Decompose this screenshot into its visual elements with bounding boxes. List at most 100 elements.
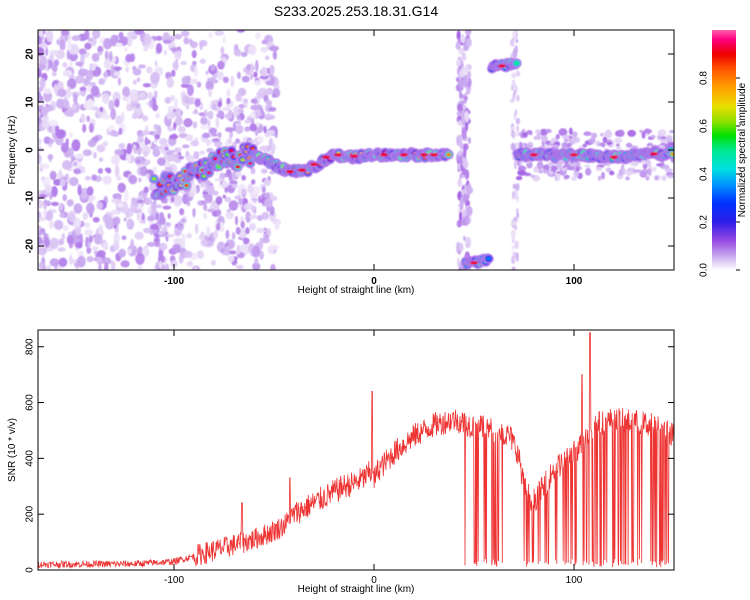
heatmap-blob bbox=[518, 141, 523, 149]
heatmap-blob bbox=[174, 33, 182, 40]
heatmap-blob bbox=[647, 168, 652, 176]
heatmap-blob bbox=[666, 174, 674, 179]
heatmap-blob bbox=[192, 60, 197, 66]
heatmap-blob bbox=[98, 262, 102, 270]
heatmap-blob bbox=[255, 104, 263, 110]
heatmap-blob bbox=[146, 172, 150, 180]
x-tick-label: 0 bbox=[371, 276, 377, 287]
heatmap-blob bbox=[113, 71, 121, 77]
heatmap-blob bbox=[530, 174, 536, 179]
heatmap-blob bbox=[568, 127, 573, 135]
heatmap-blob bbox=[558, 128, 568, 136]
heatmap-blob bbox=[84, 42, 92, 50]
ridge-core bbox=[151, 177, 157, 181]
heatmap-blob bbox=[42, 115, 50, 122]
heatmap-blob bbox=[200, 231, 205, 241]
heatmap-blob bbox=[206, 208, 215, 213]
heatmap-blob bbox=[46, 30, 54, 43]
heatmap-blob bbox=[68, 210, 76, 223]
heatmap-blob bbox=[164, 166, 174, 172]
snr-xlabel: Height of straight line (km) bbox=[298, 584, 415, 595]
heatmap-blob bbox=[515, 117, 521, 125]
heatmap-blob bbox=[220, 46, 225, 55]
heatmap-blob bbox=[125, 54, 134, 63]
heatmap-blob bbox=[186, 104, 190, 110]
heatmap-blob bbox=[93, 233, 103, 245]
heatmap-blob bbox=[205, 80, 214, 91]
heatmap-blob bbox=[38, 35, 42, 45]
heatmap-blob bbox=[464, 110, 470, 123]
heatmap-blob bbox=[215, 117, 220, 129]
heatmap-blob bbox=[131, 113, 138, 120]
heatmap-blob bbox=[164, 146, 169, 151]
heatmap-blob bbox=[66, 78, 77, 90]
ridge-core bbox=[206, 170, 212, 175]
heatmap-blob bbox=[174, 116, 183, 126]
heatmap-blob bbox=[243, 203, 252, 211]
heatmap-blob bbox=[87, 37, 93, 42]
heatmap-blob bbox=[224, 113, 231, 119]
heatmap-blob bbox=[188, 192, 195, 197]
heatmap-blob bbox=[45, 210, 54, 221]
heatmap-blob bbox=[77, 184, 82, 196]
heatmap-blob bbox=[562, 134, 571, 140]
spectrogram-heatmap bbox=[38, 30, 674, 270]
heatmap-blob bbox=[466, 186, 473, 195]
heatmap-blob bbox=[59, 212, 65, 218]
heatmap-blob bbox=[538, 168, 543, 174]
heatmap-blob bbox=[110, 64, 115, 76]
heatmap-blob bbox=[51, 71, 57, 77]
heatmap-blob bbox=[250, 205, 255, 212]
heatmap-blob bbox=[153, 199, 157, 206]
heatmap-blob bbox=[177, 155, 185, 160]
heatmap-blob bbox=[536, 132, 541, 141]
heatmap-blob bbox=[129, 89, 139, 101]
heatmap-blob bbox=[458, 211, 463, 222]
heatmap-blob bbox=[157, 230, 164, 236]
colorbar-label: Normalized spectral amplitude bbox=[737, 82, 748, 217]
heatmap-blob bbox=[174, 147, 182, 153]
heatmap-blob bbox=[56, 98, 66, 109]
heatmap-blob bbox=[515, 142, 520, 150]
heatmap-blob bbox=[511, 255, 516, 265]
heatmap-blob bbox=[92, 216, 100, 223]
heatmap-blob bbox=[103, 58, 111, 69]
heatmap-blob bbox=[210, 259, 217, 266]
heatmap-blob bbox=[511, 85, 514, 91]
heatmap-blob bbox=[634, 161, 639, 165]
heatmap-blob bbox=[457, 103, 463, 112]
heatmap-blob bbox=[60, 30, 70, 37]
heatmap-blob bbox=[250, 98, 258, 104]
heatmap-blob bbox=[274, 220, 280, 230]
heatmap-blob bbox=[511, 190, 515, 200]
heatmap-blob bbox=[111, 198, 121, 204]
heatmap-blob bbox=[199, 58, 206, 64]
heatmap-blob bbox=[654, 175, 659, 181]
heatmap-blob bbox=[146, 242, 157, 247]
heatmap-blob bbox=[232, 107, 238, 111]
heatmap-blob bbox=[83, 229, 94, 236]
heatmap-blob bbox=[227, 137, 233, 145]
heatmap-blob bbox=[601, 171, 606, 180]
heatmap-blob bbox=[247, 185, 254, 194]
heatmap-blob bbox=[118, 127, 123, 135]
heatmap-blob bbox=[222, 36, 227, 44]
heatmap-blob bbox=[142, 83, 152, 88]
heatmap-blob bbox=[143, 227, 152, 234]
heatmap-blob bbox=[268, 129, 276, 136]
heatmap-blob bbox=[583, 131, 592, 137]
heatmap-blob bbox=[259, 75, 269, 80]
heatmap-blob bbox=[215, 223, 221, 231]
heatmap-blob bbox=[181, 76, 190, 85]
heatmap-blob bbox=[172, 243, 182, 253]
heatmap-blob bbox=[222, 76, 229, 84]
heatmap-blob bbox=[51, 65, 58, 72]
heatmap-blob bbox=[598, 142, 604, 147]
heatmap-blob bbox=[170, 260, 178, 268]
heatmap-blob bbox=[73, 168, 82, 175]
heatmap-blob bbox=[206, 226, 211, 238]
heatmap-blob bbox=[159, 242, 168, 251]
heatmap-blob bbox=[102, 175, 112, 185]
heatmap-blob bbox=[463, 193, 468, 204]
